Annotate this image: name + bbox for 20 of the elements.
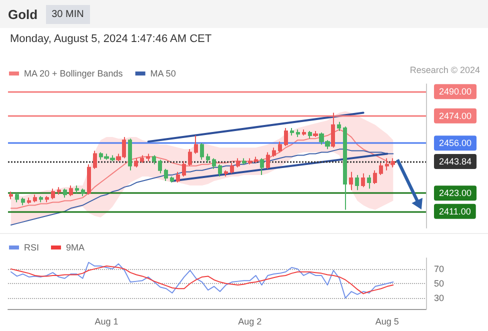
y-tick-label: 30 (434, 293, 444, 304)
y-tick-label: 2474.00 (439, 110, 472, 121)
legend-label: MA 20 + Bollinger Bands (24, 68, 124, 78)
text: Monday, August 5, 2024 1:47:46 AM CET (10, 33, 212, 45)
chart-title: Gold (8, 6, 38, 22)
text: Research © 2024 (410, 65, 480, 75)
y-tick-label: 50 (434, 278, 444, 288)
legend-label: MA 50 (150, 68, 176, 78)
y-tick-label: 2443.84 (439, 156, 472, 167)
y-tick-label: 70 (434, 264, 444, 274)
x-tick-label: Aug 2 (238, 316, 262, 326)
y-tick-label: 2423.00 (439, 188, 472, 198)
y-tick-label: 2490.00 (439, 86, 472, 97)
chart-subtitle: 30 MIN (46, 4, 90, 24)
y-tick-label: 2411.00 (439, 206, 471, 216)
legend-label: RSI (24, 242, 40, 252)
x-tick-label: Aug 1 (94, 316, 118, 326)
y-tick-label: 2456.00 (439, 138, 472, 148)
legend-label: 9MA (66, 242, 85, 252)
x-tick-label: Aug 5 (375, 316, 399, 326)
